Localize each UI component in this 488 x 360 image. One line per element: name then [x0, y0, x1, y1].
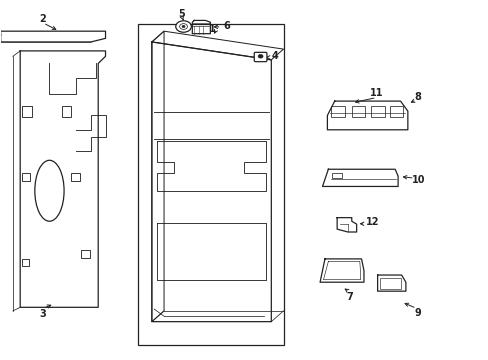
Text: 3: 3 [40, 310, 46, 319]
Text: 6: 6 [223, 21, 229, 31]
Bar [21, 173, 30, 181]
Text: 8: 8 [413, 92, 420, 102]
Bar [370, 107, 384, 117]
Text: 1: 1 [209, 24, 216, 34]
Text: 7: 7 [345, 292, 352, 302]
Text: 9: 9 [413, 308, 420, 318]
Bar [138, 24, 284, 345]
Text: 2: 2 [40, 14, 46, 24]
Text: 12: 12 [366, 217, 379, 227]
Text: 10: 10 [411, 175, 425, 185]
Circle shape [182, 26, 184, 28]
Bar [351, 107, 365, 117]
Text: 5: 5 [178, 9, 185, 19]
Bar [331, 173, 341, 178]
Bar [81, 250, 90, 258]
Bar [379, 278, 400, 289]
FancyBboxPatch shape [254, 52, 266, 62]
Bar [21, 107, 32, 117]
Bar [61, 107, 71, 117]
Circle shape [258, 54, 263, 58]
Text: 4: 4 [271, 51, 278, 61]
Bar [71, 173, 80, 181]
Circle shape [175, 21, 191, 32]
Text: 11: 11 [369, 88, 383, 98]
Bar [21, 259, 29, 266]
Bar [389, 107, 403, 117]
Bar [330, 107, 344, 117]
